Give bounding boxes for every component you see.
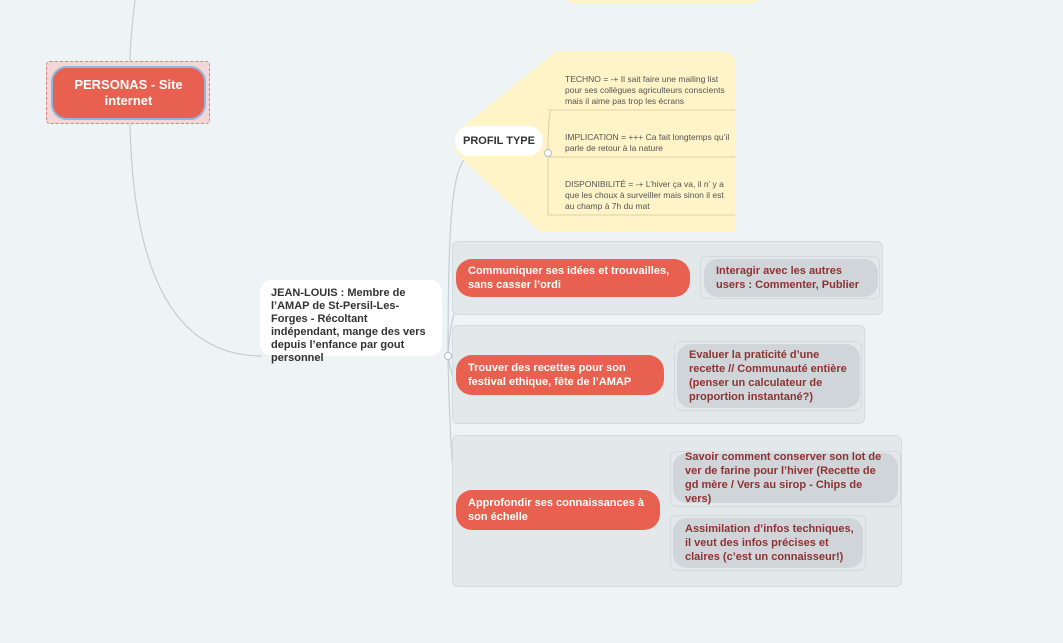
sub-node-interact[interactable]: Interagir avec les autres users : Commen… xyxy=(704,259,878,297)
note-disponibilite: DISPONIBILITÉ = -+ L’hiver ça va, il n’ … xyxy=(565,179,724,211)
sub-node-conserve[interactable]: Savoir comment conserver son lot de ver … xyxy=(673,451,898,505)
trunk-line-bottom xyxy=(129,123,263,357)
profile-type-node[interactable]: PROFIL TYPE xyxy=(455,126,543,156)
persona-node[interactable]: JEAN-LOUIS : Membre de l’AMAP de St-Pers… xyxy=(260,280,442,364)
trunk-line-top xyxy=(129,0,136,63)
goal-node-recipes[interactable]: Trouver des recettes pour son festival e… xyxy=(456,355,664,395)
sub-node-technical[interactable]: Assimilation d’infos techniques, il veut… xyxy=(673,518,863,568)
persona-handle xyxy=(444,352,452,360)
note-connector xyxy=(547,109,552,215)
profile-handle xyxy=(544,149,552,157)
goal-node-communicate[interactable]: Communiquer ses idées et trouvailles, sa… xyxy=(456,259,690,297)
goal-node-knowledge[interactable]: Approfondir ses connaissances à son éche… xyxy=(456,490,660,530)
profile-note-shape xyxy=(455,52,736,232)
note-implication: IMPLICATION = +++ Ca fait longtemps qu’i… xyxy=(565,132,730,153)
note-techno: TECHNO = -+ Il sait faire une mailing li… xyxy=(565,74,725,106)
sub-node-evaluate[interactable]: Evaluer la praticité d’une recette // Co… xyxy=(677,344,860,408)
partial-node-top[interactable] xyxy=(568,0,758,3)
root-node[interactable]: PERSONAS - Site internet xyxy=(51,66,206,120)
